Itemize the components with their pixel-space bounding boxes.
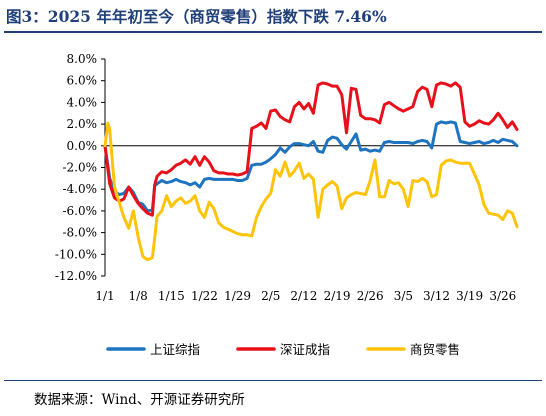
x-tick-label: 2/5 — [261, 289, 280, 303]
source-rule — [4, 380, 542, 381]
legend-label: 商贸零售 — [410, 342, 460, 357]
y-tick-label: 0.0% — [67, 139, 98, 153]
legend-label: 上证综指 — [150, 342, 200, 357]
y-tick-label: -10.0% — [55, 247, 97, 261]
y-tick-label: -6.0% — [62, 204, 97, 218]
x-tick-label: 3/12 — [423, 289, 450, 303]
y-tick-label: -12.0% — [55, 269, 97, 283]
x-tick-label: 1/15 — [158, 289, 185, 303]
series-line — [103, 121, 519, 262]
x-tick-label: 1/22 — [191, 289, 218, 303]
y-tick-label: 6.0% — [67, 74, 98, 88]
x-tick-label: 3/5 — [394, 289, 413, 303]
y-tick-label: -2.0% — [62, 161, 97, 175]
x-tick-label: 1/1 — [95, 289, 114, 303]
y-tick-label: 2.0% — [67, 117, 98, 131]
y-tick-label: 4.0% — [67, 95, 98, 109]
title-rule — [4, 31, 542, 33]
legend-label: 深证成指 — [280, 342, 330, 357]
x-tick-label: 3/19 — [456, 289, 483, 303]
y-tick-label: -8.0% — [62, 226, 97, 240]
figure-title: 图3：2025 年年初至今（商贸零售）指数下跌 7.46% — [6, 7, 387, 26]
series-line — [103, 120, 519, 213]
series-line — [103, 81, 519, 217]
y-tick-label: -4.0% — [62, 182, 97, 196]
source-note: 数据来源：Wind、开源证券研究所 — [34, 392, 245, 408]
x-tick-label: 2/26 — [357, 289, 384, 303]
y-tick-label: 8.0% — [67, 52, 98, 66]
x-tick-label: 2/12 — [290, 289, 317, 303]
x-tick-label: 1/8 — [128, 289, 147, 303]
x-tick-label: 1/29 — [224, 289, 251, 303]
x-tick-label: 3/26 — [489, 289, 516, 303]
x-tick-label: 2/19 — [324, 289, 351, 303]
